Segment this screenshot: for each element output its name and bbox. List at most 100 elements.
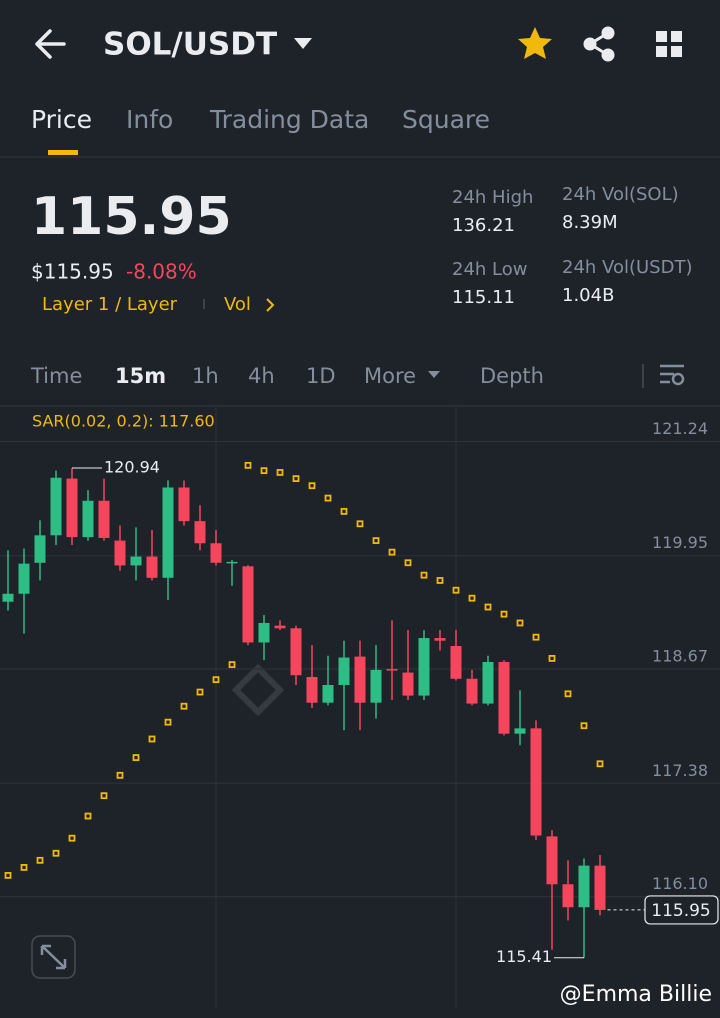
candle-body	[82, 500, 94, 538]
sar-dot	[132, 754, 140, 761]
layout-button[interactable]	[656, 31, 682, 57]
candle-body	[466, 678, 478, 704]
sar-dot	[244, 461, 252, 469]
stat-value: 136.21	[452, 215, 515, 236]
sar-dot	[404, 559, 412, 567]
share-dot	[601, 26, 615, 40]
stat-value: 8.39M	[562, 212, 618, 233]
pair-dropdown[interactable]	[294, 38, 312, 49]
sar-dot	[372, 537, 380, 545]
sar-dot	[180, 702, 188, 710]
y-tick-label: 116.10	[652, 874, 708, 893]
candle-body	[18, 563, 30, 594]
sar-dot	[500, 610, 508, 618]
indicator-legend: SAR(0.02, 0.2): 117.60	[32, 412, 215, 431]
favorite-star[interactable]	[518, 27, 552, 59]
interval[interactable]: Time	[30, 364, 82, 388]
candle-body	[178, 487, 190, 522]
candle-body	[2, 593, 14, 602]
sar-dot	[452, 586, 460, 594]
candle-body	[386, 669, 398, 671]
pair-title[interactable]: SOL/USDT	[103, 27, 277, 63]
sar-dot	[388, 548, 396, 556]
tab-active[interactable]: Price	[31, 105, 92, 134]
candle-body	[242, 566, 254, 643]
candle-body	[514, 728, 526, 734]
more-caret	[428, 371, 440, 378]
sar-dot	[468, 594, 476, 602]
interval[interactable]: 4h	[248, 364, 275, 388]
min-label: 115.41	[496, 947, 552, 966]
sar-dot	[516, 619, 524, 627]
sar-dot	[228, 661, 236, 669]
candle-body	[498, 661, 510, 734]
candle-body	[450, 646, 462, 679]
candle-body	[98, 500, 110, 538]
sar-dot	[68, 834, 76, 842]
layout-cell	[671, 46, 682, 57]
candle-body	[482, 661, 494, 704]
share-dot	[583, 37, 597, 51]
sar-dot	[196, 688, 204, 696]
exchange-watermark	[231, 663, 285, 717]
stat-label: 24h Vol(SOL)	[562, 184, 679, 205]
back-button[interactable]	[35, 29, 66, 59]
expand-button[interactable]	[31, 935, 76, 979]
sar-dot	[84, 812, 92, 820]
candle-body	[402, 672, 414, 696]
candle-body	[434, 638, 446, 641]
vol-link[interactable]: Vol	[224, 294, 251, 315]
vol-chevron	[266, 298, 275, 312]
y-tick-label: 119.95	[652, 533, 708, 552]
candle-body	[162, 487, 174, 578]
candle-body	[562, 884, 574, 908]
y-tick-label: 121.24	[652, 419, 708, 438]
sar-dot	[356, 520, 364, 528]
chart-settings[interactable]	[660, 364, 685, 386]
tab[interactable]: Square	[402, 105, 490, 134]
last-price: 115.95	[31, 187, 232, 247]
interval[interactable]: 1h	[192, 364, 219, 388]
sar-dot	[276, 469, 284, 476]
layout-cell	[656, 46, 667, 57]
price-usd: $115.95	[31, 260, 114, 284]
candle-body	[226, 561, 238, 564]
sar-dot	[4, 871, 12, 879]
candle-body	[594, 865, 606, 910]
sar-dot	[532, 633, 540, 641]
share-dot	[601, 48, 615, 62]
candle-body	[130, 556, 142, 566]
current-price-label: 115.95	[651, 901, 710, 921]
interval[interactable]: Depth	[480, 364, 544, 388]
expand-icon	[40, 944, 67, 970]
sar-dot	[324, 494, 332, 502]
share-button[interactable]	[583, 26, 615, 62]
tag-link[interactable]: Layer 1 / Layer	[42, 294, 178, 315]
sar-dot	[52, 849, 60, 857]
tab[interactable]: Trading Data	[209, 105, 369, 134]
sar-dot	[484, 603, 492, 611]
settings-gear	[671, 372, 685, 386]
interval[interactable]: 1D	[306, 364, 336, 388]
candle-body	[194, 521, 206, 544]
stat-label: 24h Low	[452, 259, 527, 280]
candle-body	[530, 728, 542, 836]
interval-active[interactable]: 15m	[115, 364, 166, 388]
watermark-logo	[231, 663, 285, 717]
watermark: @Emma Billie	[560, 982, 712, 1007]
sar-dot	[292, 475, 300, 483]
sar-dot	[548, 655, 556, 662]
interval-more[interactable]: More	[364, 364, 416, 388]
candle-body	[354, 656, 366, 703]
sar-dot	[116, 771, 124, 779]
candle-body	[322, 684, 334, 703]
stat-label: 24h High	[452, 187, 533, 208]
layout-cell	[671, 31, 682, 42]
tab[interactable]: Info	[126, 105, 173, 134]
sar-dot	[100, 792, 108, 800]
candlestick-chart: 121.24 119.95 118.67 117.38 116.10 120.94 115.…	[0, 419, 720, 966]
candle-body	[578, 865, 590, 908]
candle-body	[418, 638, 430, 696]
